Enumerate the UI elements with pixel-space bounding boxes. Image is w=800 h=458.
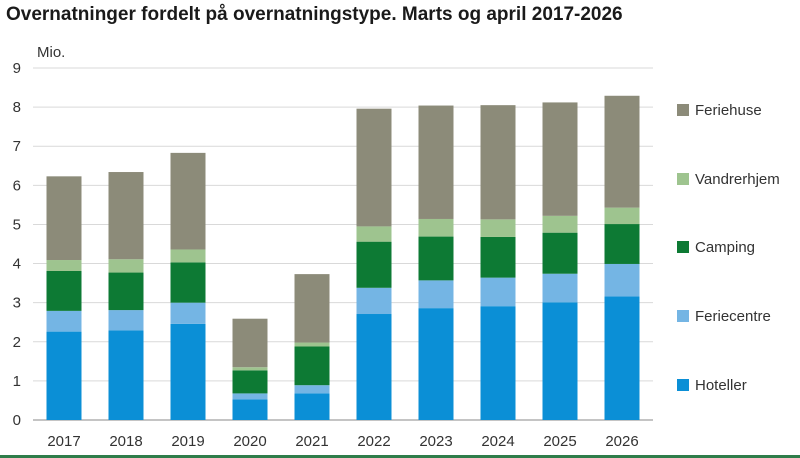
bar-segment [46, 176, 82, 261]
bar-segment [418, 308, 454, 420]
bar-segment [542, 215, 578, 233]
bar-segment [170, 302, 206, 324]
bar-segment [480, 306, 516, 420]
bar-segment [604, 95, 640, 208]
bar-segment [232, 318, 268, 368]
bar-segment [46, 331, 82, 420]
y-tick-label: 0 [13, 412, 21, 429]
bar-segment [232, 367, 268, 371]
legend-swatch [677, 310, 689, 322]
bar-segment [108, 330, 144, 420]
bar-segment [232, 370, 268, 394]
bar-segment [294, 393, 330, 420]
y-tick-label: 7 [13, 138, 21, 155]
bar-segment [46, 310, 82, 332]
bar-segment [418, 280, 454, 309]
bar-segment [542, 232, 578, 274]
x-tick-label: 2022 [357, 433, 390, 450]
x-tick-label: 2023 [419, 433, 452, 450]
y-tick-label: 1 [13, 373, 21, 390]
bar-segment [294, 346, 330, 386]
x-tick-label: 2024 [481, 433, 514, 450]
bar-segment [480, 277, 516, 307]
bar-segment [604, 263, 640, 297]
x-tick-label: 2019 [171, 433, 204, 450]
bottom-rule [0, 455, 800, 458]
legend-label: Hoteller [695, 377, 747, 394]
legend-swatch [677, 379, 689, 391]
bar-segment [604, 224, 640, 264]
bar-segment [294, 274, 330, 343]
x-tick-label: 2020 [233, 433, 266, 450]
x-tick-label: 2018 [109, 433, 142, 450]
x-tick-label: 2017 [47, 433, 80, 450]
bar-segment [604, 296, 640, 420]
bar-segment [480, 105, 516, 220]
y-tick-label: 2 [13, 334, 21, 351]
x-tick-label: 2021 [295, 433, 328, 450]
bar-segment [542, 102, 578, 216]
x-axis-ticks: 2017 2018 2019 2020 2021 2022 2023 2024 2025 2026 [47, 433, 638, 450]
bar-segment [46, 270, 82, 311]
bar-segment [356, 287, 392, 315]
bars [46, 95, 640, 420]
y-tick-label: 3 [13, 295, 21, 312]
bar-segment [46, 260, 82, 271]
bar-segment [170, 323, 206, 420]
y-tick-label: 4 [13, 256, 21, 273]
bar-segment [108, 259, 144, 273]
bar-segment [170, 249, 206, 263]
legend: Hoteller Feriecentre Camping Vandrerhjem Fer… [677, 102, 780, 394]
bar-segment [356, 241, 392, 288]
bar-segment [604, 207, 640, 225]
bar-segment [108, 272, 144, 311]
bar-segment [542, 302, 578, 420]
bar-segment [232, 393, 268, 400]
bar-segment [170, 152, 206, 250]
legend-label: Feriehuse [695, 102, 762, 119]
bar-segment [418, 236, 454, 281]
bar-segment [356, 108, 392, 227]
bar-segment [418, 105, 454, 219]
y-tick-label: 6 [13, 177, 21, 194]
legend-swatch [677, 104, 689, 116]
y-axis-ticks: 0 1 2 3 4 5 6 7 8 9 [13, 60, 21, 429]
bar-segment [356, 314, 392, 420]
bar-segment [232, 399, 268, 420]
bar-segment [542, 273, 578, 303]
x-tick-label: 2026 [605, 433, 638, 450]
bar-segment [108, 172, 144, 260]
bar-segment [480, 236, 516, 278]
legend-swatch [677, 241, 689, 253]
legend-label: Feriecentre [695, 308, 771, 325]
bar-segment [480, 219, 516, 237]
bar-segment [418, 218, 454, 237]
y-tick-label: 9 [13, 60, 21, 77]
bar-segment [170, 262, 206, 303]
y-axis-unit-label: Mio. [37, 44, 65, 61]
bar-segment [294, 385, 330, 394]
chart-title: Overnatninger fordelt på overnatningstyp… [6, 4, 623, 25]
legend-label: Camping [695, 239, 755, 256]
bar-segment [294, 342, 330, 347]
x-tick-label: 2025 [543, 433, 576, 450]
bar-segment [108, 310, 144, 331]
y-tick-label: 5 [13, 216, 21, 233]
legend-label: Vandrerhjem [695, 171, 780, 188]
legend-swatch [677, 173, 689, 185]
bar-segment [356, 226, 392, 242]
y-tick-label: 8 [13, 99, 21, 116]
